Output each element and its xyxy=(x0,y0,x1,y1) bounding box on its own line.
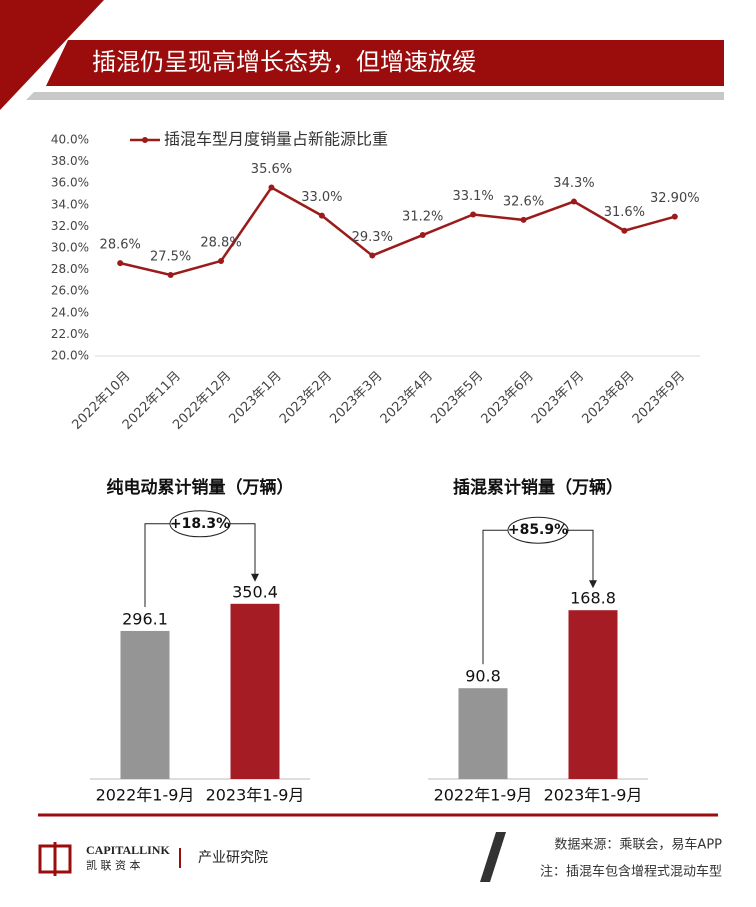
value-label: 35.6% xyxy=(251,162,292,177)
y-tick-label: 20.0% xyxy=(51,349,89,363)
x-tick-label: 2023年1-9月 xyxy=(544,786,643,805)
y-tick-label: 26.0% xyxy=(51,284,89,298)
value-label: 31.6% xyxy=(604,205,645,220)
value-label: 31.2% xyxy=(402,210,443,225)
point xyxy=(419,232,426,239)
logo xyxy=(38,842,72,876)
point xyxy=(671,213,678,220)
y-tick-label: 28.0% xyxy=(51,262,89,276)
x-tick-label: 2023年8月 xyxy=(579,369,637,427)
x-tick-label: 2022年1-9月 xyxy=(96,786,195,805)
y-tick-label: 30.0% xyxy=(51,241,89,255)
point xyxy=(117,260,124,267)
x-tick-label: 2023年6月 xyxy=(479,369,537,427)
y-tick-label: 34.0% xyxy=(51,197,89,211)
x-tick-label: 2023年3月 xyxy=(327,369,385,427)
x-tick-label: 2023年7月 xyxy=(529,369,587,427)
corner-triangle xyxy=(0,0,104,110)
x-tick-label: 2023年1-9月 xyxy=(206,786,305,805)
logo-cn: 凯 联 资 本 xyxy=(86,858,141,872)
point xyxy=(218,257,225,264)
growth-arrow xyxy=(251,573,259,582)
bar xyxy=(458,688,508,779)
y-tick-label: 38.0% xyxy=(51,154,89,168)
value-label: 29.3% xyxy=(352,230,393,245)
point xyxy=(470,211,477,218)
value-label: 28.6% xyxy=(100,238,141,253)
x-tick-label: 2023年5月 xyxy=(428,369,486,427)
point xyxy=(167,272,174,278)
value-label: 90.8 xyxy=(465,667,501,686)
point xyxy=(570,198,577,205)
x-tick-label: 2023年1月 xyxy=(227,369,285,427)
bar xyxy=(120,630,170,779)
value-label: 168.8 xyxy=(570,589,616,608)
title-banner xyxy=(46,40,724,86)
point xyxy=(520,216,527,223)
value-label: 32.6% xyxy=(503,194,544,209)
x-tick-label: 2023年2月 xyxy=(277,369,335,427)
value-label: 296.1 xyxy=(122,609,168,628)
logo-en: CAPITALLINK xyxy=(86,843,170,857)
bar xyxy=(230,603,280,779)
value-label: 33.1% xyxy=(452,189,493,204)
y-tick-label: 22.0% xyxy=(51,327,89,341)
y-tick-label: 40.0% xyxy=(51,133,89,147)
growth-ellipse xyxy=(169,510,231,538)
title-underbar xyxy=(26,92,724,100)
footnote: 注：插混车包含增程式混动车型 xyxy=(540,864,722,880)
point xyxy=(369,252,376,259)
value-label: 27.5% xyxy=(150,250,191,265)
value-label: 32.90% xyxy=(650,191,700,206)
legend-marker xyxy=(142,137,148,143)
growth-ellipse xyxy=(507,516,569,544)
value-label: 34.3% xyxy=(553,176,594,191)
y-tick-label: 24.0% xyxy=(51,305,89,319)
footer-slash xyxy=(480,832,506,882)
point xyxy=(621,227,628,234)
x-tick-label: 2022年1-9月 xyxy=(434,786,533,805)
legend-label: 插混车型月度销量占新能源比重 xyxy=(164,130,388,149)
y-tick-label: 32.0% xyxy=(51,219,89,233)
x-tick-label: 2023年9月 xyxy=(630,369,688,427)
bar xyxy=(568,610,618,779)
growth-arrow xyxy=(589,580,597,589)
source-note: 数据来源：乘联会，易车APP xyxy=(554,837,722,853)
chart-title: 插混累计销量（万辆） xyxy=(453,477,623,498)
dept: 产业研究院 xyxy=(198,850,268,866)
growth-label: +85.9% xyxy=(508,522,568,538)
y-tick-label: 36.0% xyxy=(51,176,89,190)
series-line xyxy=(119,185,676,277)
value-label: 350.4 xyxy=(232,582,278,601)
x-tick-label: 2023年4月 xyxy=(378,369,436,427)
chart-title: 纯电动累计销量（万辆） xyxy=(107,477,294,498)
point xyxy=(268,184,275,191)
point xyxy=(318,212,325,219)
value-label: 33.0% xyxy=(301,190,342,205)
value-label: 28.8% xyxy=(200,235,241,250)
growth-label: +18.3% xyxy=(170,516,230,532)
page-title: 插混仍呈现高增长态势，但增速放缓 xyxy=(92,48,476,76)
